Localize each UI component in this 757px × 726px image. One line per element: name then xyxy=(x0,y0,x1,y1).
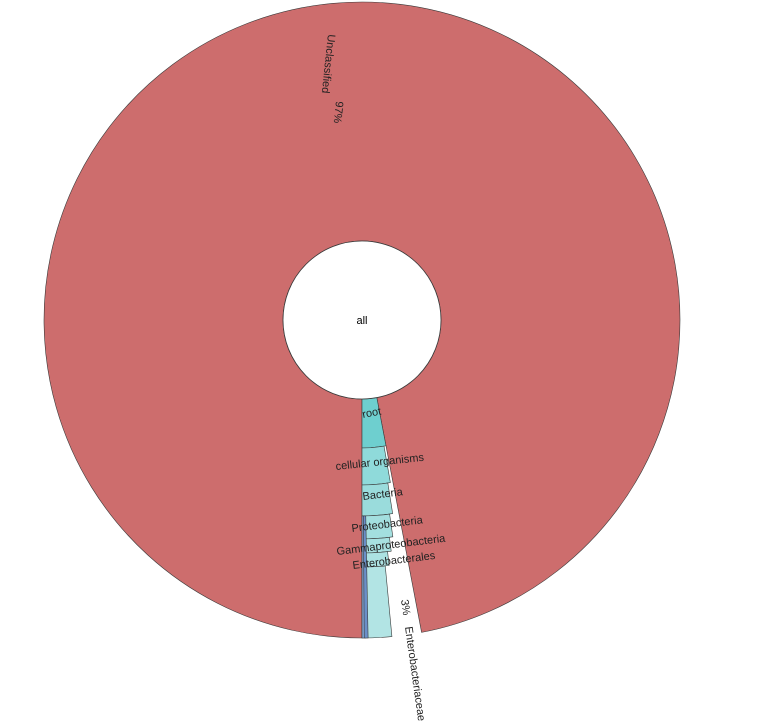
label-enterobacteriaceae: Enterobacteriaceae xyxy=(402,626,427,722)
label-bacteria: Bacteria xyxy=(362,486,404,503)
label-root: root xyxy=(361,406,382,421)
label-unclassified-percent: 97% xyxy=(331,101,345,124)
center-label: all xyxy=(356,315,367,327)
center-circle xyxy=(282,240,442,400)
label-enterobacteriaceae-percent: 3% xyxy=(398,599,412,617)
wedge-minor-1 xyxy=(363,515,369,639)
